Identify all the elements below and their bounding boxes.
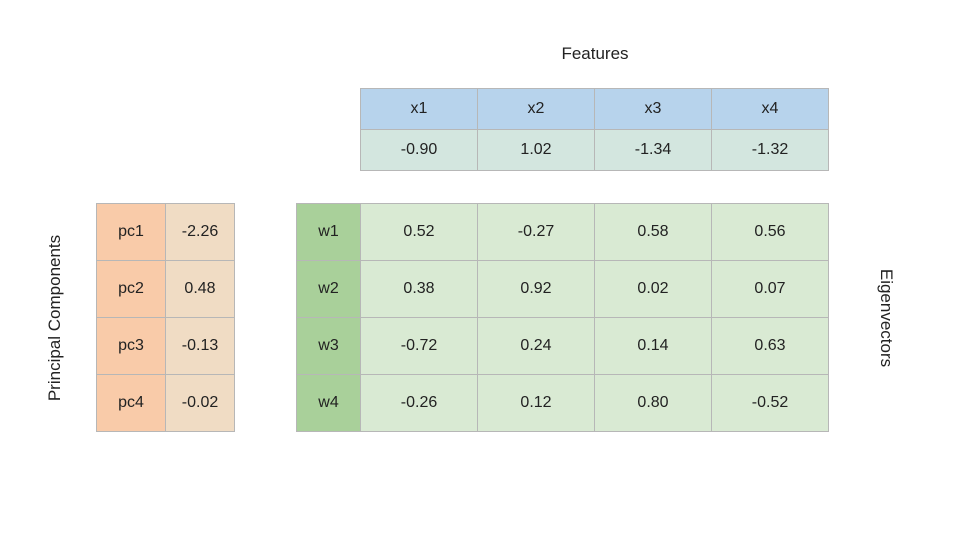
pc-value-cell: -0.13 (165, 317, 235, 375)
eigenvector-name-cell: w3 (296, 317, 361, 375)
eigenvector-value-cell: 0.92 (477, 260, 595, 318)
feature-value-cell: -1.32 (711, 129, 829, 171)
pc-name-cell: pc1 (96, 203, 166, 261)
pc-name-cell: pc2 (96, 260, 166, 318)
features-title: Features (561, 44, 629, 63)
eigenvector-row: w3 -0.72 0.24 0.14 0.63 (296, 317, 829, 375)
eigenvector-row: w2 0.38 0.92 0.02 0.07 (296, 260, 829, 318)
pc-name-cell: pc4 (96, 374, 166, 432)
principal-components-table: pc1 -2.26 pc2 0.48 pc3 -0.13 pc4 -0.02 (96, 203, 235, 432)
feature-header-cell: x1 (360, 88, 478, 130)
features-table: x1 x2 x3 x4 -0.90 1.02 -1.34 -1.32 (360, 88, 829, 171)
feature-value-cell: -1.34 (594, 129, 712, 171)
eigenvector-value-cell: 0.07 (711, 260, 829, 318)
eigenvector-value-cell: 0.14 (594, 317, 712, 375)
pc-row: pc2 0.48 (96, 260, 235, 318)
feature-header-cell: x4 (711, 88, 829, 130)
eigenvector-value-cell: 0.58 (594, 203, 712, 261)
eigenvectors-label: Eigenvectors (877, 268, 896, 368)
eigenvector-row: w4 -0.26 0.12 0.80 -0.52 (296, 374, 829, 432)
eigenvector-value-cell: 0.80 (594, 374, 712, 432)
pc-row: pc4 -0.02 (96, 374, 235, 432)
pc-value-cell: 0.48 (165, 260, 235, 318)
eigenvector-value-cell: 0.63 (711, 317, 829, 375)
eigenvector-value-cell: 0.24 (477, 317, 595, 375)
pc-row: pc1 -2.26 (96, 203, 235, 261)
eigenvector-value-cell: -0.26 (360, 374, 478, 432)
eigenvector-value-cell: 0.12 (477, 374, 595, 432)
feature-value-cell: -0.90 (360, 129, 478, 171)
eigenvector-name-cell: w1 (296, 203, 361, 261)
principal-components-label: Principal Components (45, 234, 64, 402)
eigenvector-value-cell: -0.72 (360, 317, 478, 375)
eigenvectors-table: w1 0.52 -0.27 0.58 0.56 w2 0.38 0.92 0.0… (296, 203, 829, 432)
eigenvector-name-cell: w2 (296, 260, 361, 318)
pc-row: pc3 -0.13 (96, 317, 235, 375)
pc-value-cell: -2.26 (165, 203, 235, 261)
eigenvector-value-cell: 0.38 (360, 260, 478, 318)
eigenvector-value-cell: 0.02 (594, 260, 712, 318)
pc-value-cell: -0.02 (165, 374, 235, 432)
eigenvector-value-cell: 0.52 (360, 203, 478, 261)
feature-header-cell: x3 (594, 88, 712, 130)
feature-value-cell: 1.02 (477, 129, 595, 171)
eigenvector-value-cell: -0.52 (711, 374, 829, 432)
eigenvector-row: w1 0.52 -0.27 0.58 0.56 (296, 203, 829, 261)
feature-header-cell: x2 (477, 88, 595, 130)
eigenvector-value-cell: 0.56 (711, 203, 829, 261)
eigenvector-name-cell: w4 (296, 374, 361, 432)
features-header-row: x1 x2 x3 x4 (360, 88, 829, 130)
eigenvector-value-cell: -0.27 (477, 203, 595, 261)
features-value-row: -0.90 1.02 -1.34 -1.32 (360, 129, 829, 171)
pc-name-cell: pc3 (96, 317, 166, 375)
